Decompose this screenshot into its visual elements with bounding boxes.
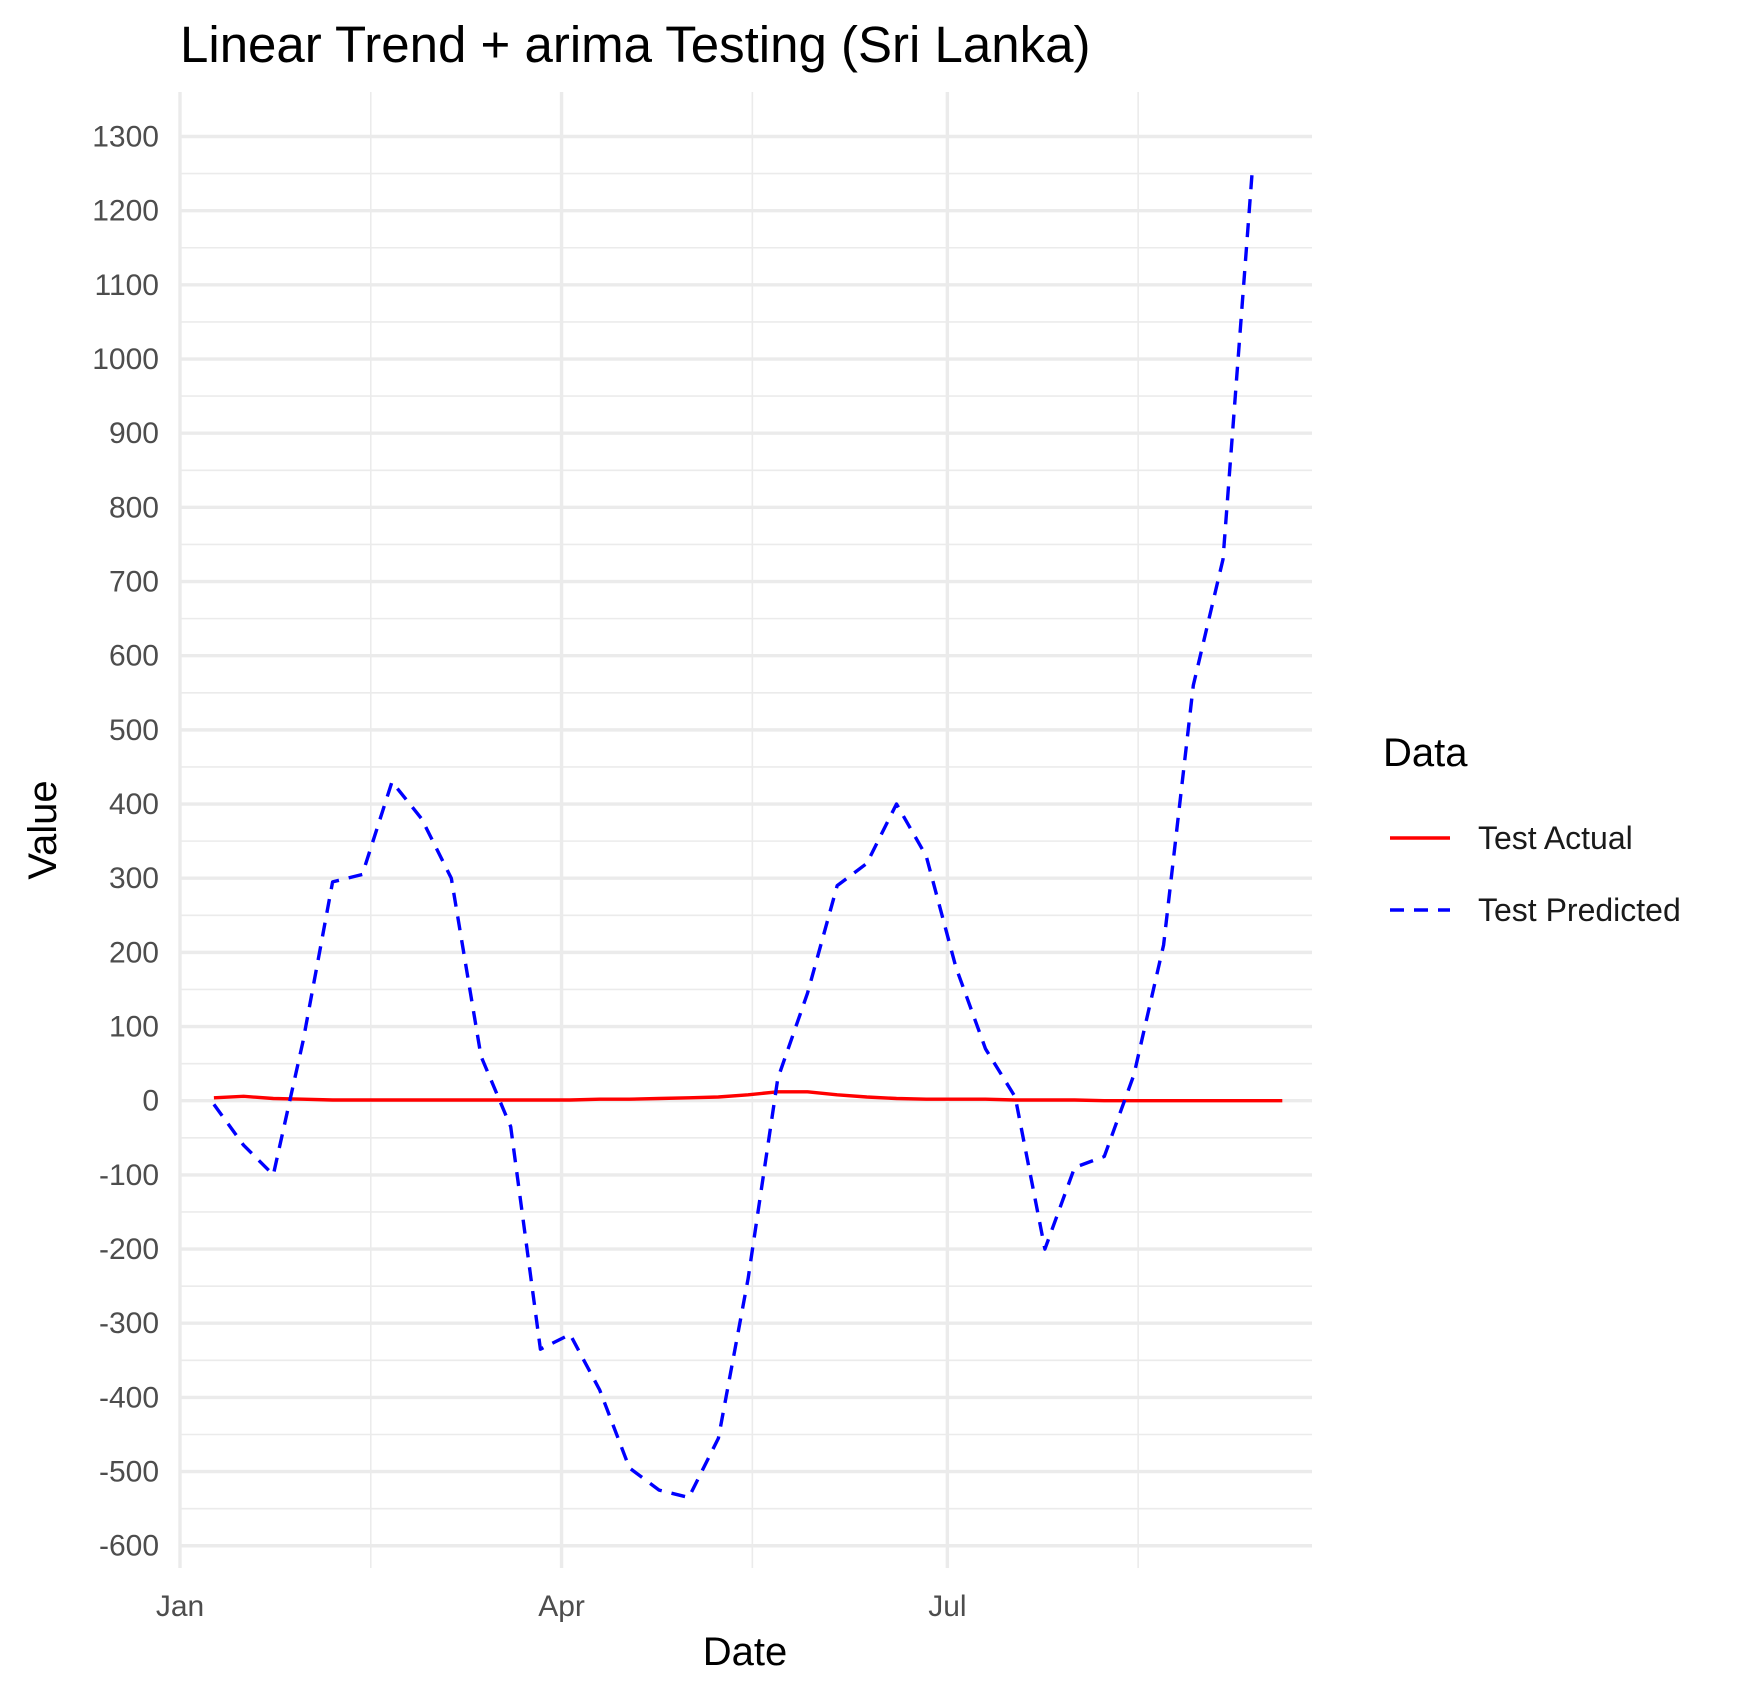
x-axis-title: Date — [703, 1630, 788, 1674]
y-axis-ticks: -600 -500 -400 -300 -200 -100 0 100 200 300 400 500… — [92, 121, 159, 1563]
series-line-test-predicted — [212, 166, 1255, 1500]
grid-lines — [178, 92, 1312, 1568]
y-tick-label: 800 — [109, 491, 159, 524]
y-tick-label: 1000 — [92, 343, 159, 376]
legend-title: Data — [1383, 731, 1468, 775]
y-tick-label: 300 — [109, 862, 159, 895]
y-tick-label: -600 — [99, 1530, 159, 1563]
x-tick-label: Apr — [538, 1590, 585, 1623]
y-tick-label: 1200 — [92, 195, 159, 228]
y-tick-label: 0 — [142, 1085, 159, 1118]
series-line-test-actual — [213, 1090, 1283, 1103]
chart-title: Linear Trend + arima Testing (Sri Lanka) — [180, 16, 1090, 73]
y-tick-label: -400 — [99, 1381, 159, 1414]
y-tick-label: 600 — [109, 640, 159, 673]
y-tick-label: 1300 — [92, 121, 159, 154]
legend-label-test-actual: Test Actual — [1478, 820, 1633, 856]
legend: Data Test Actual Test Predicted — [1383, 731, 1681, 928]
series-layer — [212, 166, 1283, 1500]
y-tick-label: 200 — [109, 936, 159, 969]
y-tick-label: 1100 — [94, 269, 159, 302]
y-axis-title: Value — [21, 780, 65, 879]
y-tick-label: -300 — [99, 1307, 159, 1340]
x-tick-label: Jan — [156, 1590, 204, 1623]
legend-label-test-predicted: Test Predicted — [1478, 892, 1681, 928]
y-tick-label: 400 — [109, 788, 159, 821]
y-tick-label: -200 — [99, 1233, 159, 1266]
legend-items: Test Actual Test Predicted — [1390, 820, 1681, 928]
y-tick-label: 700 — [109, 566, 159, 599]
x-axis-ticks: Jan Apr Jul — [156, 1590, 967, 1623]
y-tick-label: -500 — [99, 1456, 159, 1489]
plot-panel — [178, 92, 1312, 1568]
x-tick-label: Jul — [928, 1590, 966, 1623]
y-tick-label: 100 — [109, 1011, 159, 1044]
y-tick-label: -100 — [99, 1159, 159, 1192]
y-tick-label: 900 — [109, 417, 159, 450]
y-tick-label: 500 — [109, 714, 159, 747]
